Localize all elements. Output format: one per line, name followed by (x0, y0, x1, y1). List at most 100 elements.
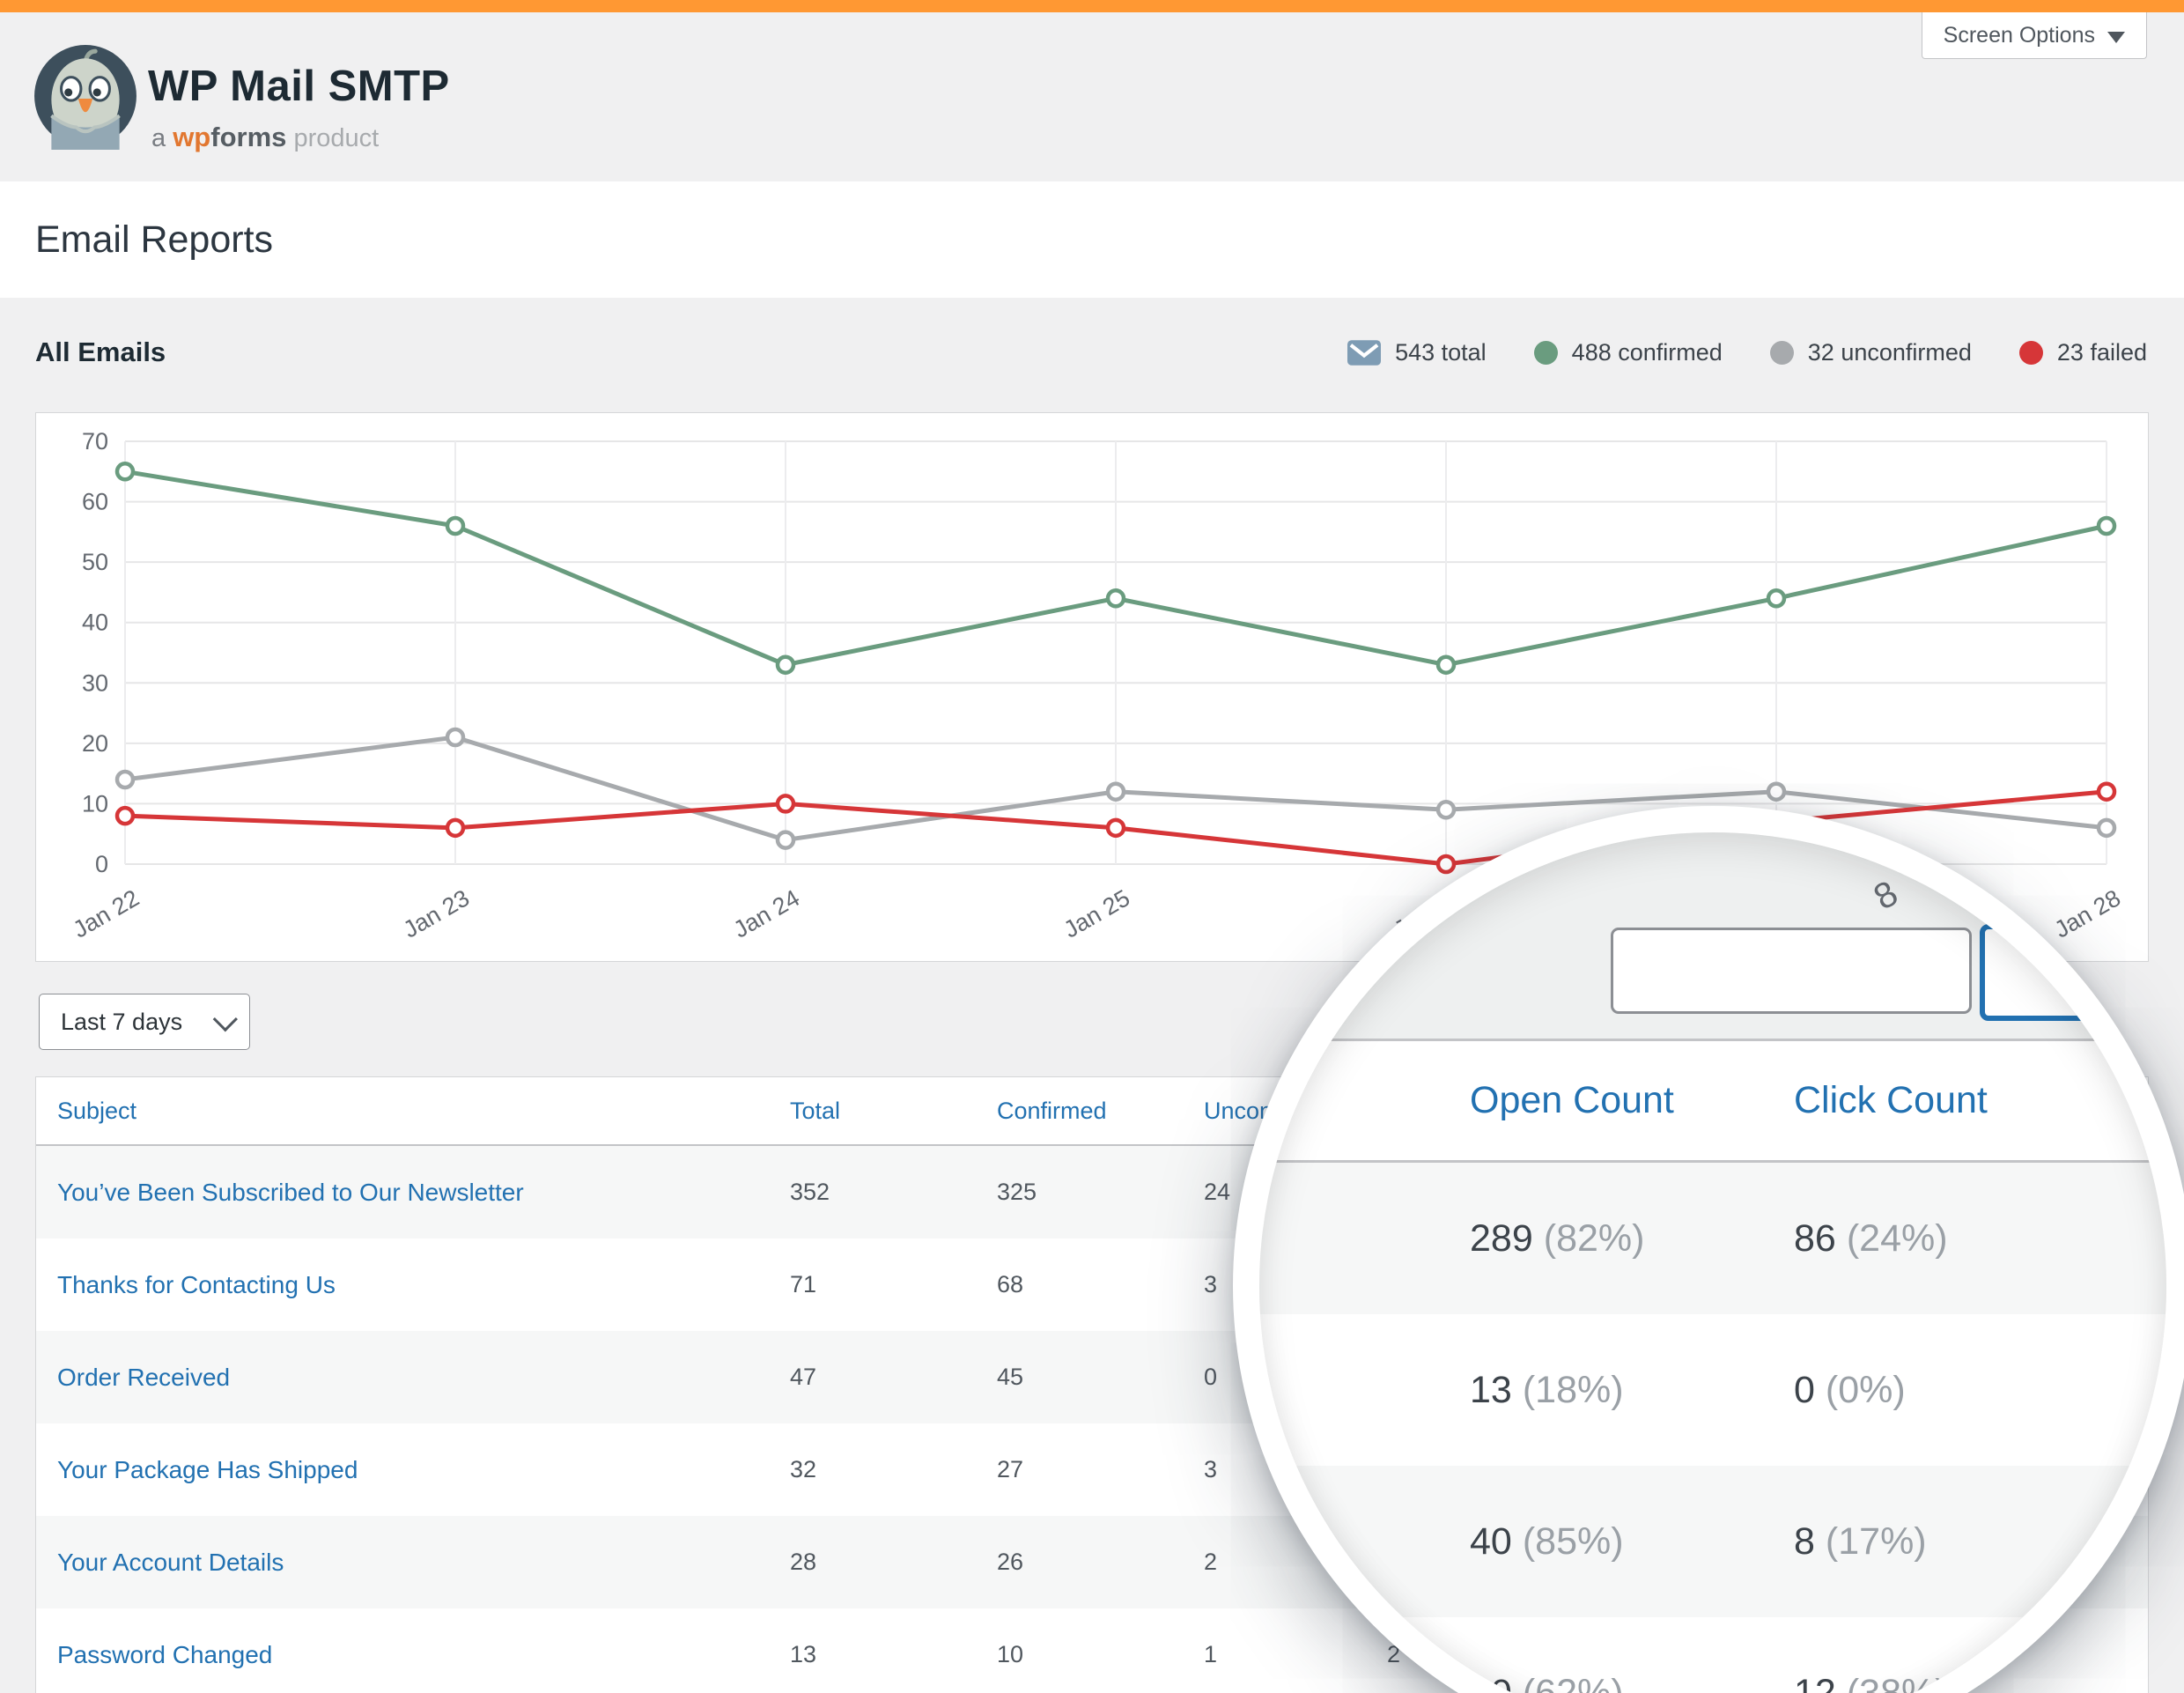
chevron-down-icon (212, 1007, 238, 1032)
click-count-value: 0 (1794, 1369, 1815, 1411)
magnified-axis-label-fragment: 8 (1866, 872, 1905, 918)
date-range-value: Last 7 days (61, 1008, 183, 1035)
tagline-forms: forms (210, 122, 287, 152)
magnified-table-row: 13 (18%) 0 (0%) (1259, 1314, 2166, 1466)
page-title-band: Email Reports (0, 181, 2184, 298)
unconfirmed-value: 24 (1204, 1179, 1231, 1205)
envelope-icon (1347, 339, 1382, 366)
tagline-wp: wp (173, 122, 211, 152)
confirmed-value: 27 (997, 1456, 1024, 1482)
open-count-value: 20 (1470, 1672, 1512, 1693)
open-count-value: 40 (1470, 1520, 1512, 1563)
date-range-select[interactable]: Last 7 days (39, 994, 250, 1050)
confirmed-value: 325 (997, 1179, 1037, 1205)
svg-text:60: 60 (82, 489, 108, 515)
legend-item-unconfirmed: 32 unconfirmed (1769, 338, 1972, 366)
click-count-value: 8 (1794, 1520, 1815, 1563)
unconfirmed-dot-icon (1769, 340, 1794, 365)
table-row: Thanks for Contacting Us 71 68 3 (36, 1238, 2148, 1331)
legend-item-total: 543 total (1347, 339, 1487, 366)
confirmed-value: 45 (997, 1364, 1024, 1390)
svg-text:0: 0 (95, 851, 108, 877)
svg-text:10: 10 (82, 790, 108, 817)
wp-mail-smtp-pigeon-logo-icon (34, 45, 136, 150)
table-row: Your Package Has Shipped 32 27 3 (36, 1423, 2148, 1516)
column-header-total[interactable]: Total (790, 1097, 841, 1124)
screen-options-label: Screen Options (1943, 22, 2095, 48)
unconfirmed-value: 2 (1204, 1549, 1218, 1575)
unconfirmed-value: 3 (1204, 1456, 1218, 1482)
magnifier-overlay: 8 Open Count Click Count 289 (82%) 86 (24%… (1233, 806, 2184, 1693)
subject-link[interactable]: Order Received (57, 1363, 231, 1391)
magnified-table-area: Open Count Click Count 289 (82%) 86 (24%) … (1259, 1039, 2166, 1693)
confirmed-dot-icon (1533, 340, 1558, 365)
svg-text:50: 50 (82, 549, 108, 575)
section-title: All Emails (35, 336, 166, 367)
open-count-pct: (85%) (1522, 1520, 1624, 1563)
svg-text:30: 30 (82, 669, 108, 696)
magnified-table-header: Open Count Click Count (1259, 1041, 2166, 1163)
click-count-pct: (38%) (1846, 1672, 1948, 1693)
brand-tagline: a wpforms product (151, 122, 379, 153)
all-emails-header-row: All Emails 543 total 488 confirmed 32 un… (35, 336, 2147, 368)
total-value: 28 (790, 1549, 817, 1575)
legend-label-failed: 23 failed (2056, 338, 2147, 366)
open-count-value: 13 (1470, 1369, 1512, 1411)
legend-label-unconfirmed: 32 unconfirmed (1807, 338, 1972, 366)
legend-item-confirmed: 488 confirmed (1533, 338, 1723, 366)
subject-link[interactable]: Thanks for Contacting Us (57, 1270, 336, 1298)
total-value: 13 (790, 1641, 817, 1667)
caret-down-icon (2107, 31, 2125, 43)
admin-header: WP Mail SMTP a wpforms product (0, 12, 2184, 181)
svg-text:Jan 25: Jan 25 (1059, 884, 1134, 943)
subject-link[interactable]: Your Package Has Shipped (57, 1455, 358, 1483)
subject-link[interactable]: Your Account Details (57, 1548, 284, 1576)
legend-label-total: 543 total (1395, 338, 1487, 366)
magnified-table-row: 20 (62%) 12 (38%) (1259, 1617, 2166, 1693)
legend-item-failed: 23 failed (2018, 338, 2147, 366)
open-count-pct: (82%) (1543, 1217, 1645, 1260)
click-count-pct: (17%) (1825, 1520, 1927, 1563)
top-accent-bar (0, 0, 2184, 12)
magnified-table-row: 289 (82%) 86 (24%) (1259, 1163, 2166, 1314)
unconfirmed-value: 1 (1204, 1641, 1218, 1667)
svg-text:Jan 23: Jan 23 (399, 884, 474, 943)
svg-text:Jan 22: Jan 22 (69, 884, 144, 943)
svg-text:Jan 24: Jan 24 (729, 884, 804, 943)
subject-link[interactable]: You’ve Been Subscribed to Our Newsletter (57, 1178, 524, 1206)
svg-text:20: 20 (82, 730, 108, 757)
svg-text:40: 40 (82, 610, 108, 636)
column-header-confirmed[interactable]: Confirmed (997, 1097, 1107, 1124)
column-header-subject[interactable]: Subject (57, 1097, 137, 1124)
column-header-open-count[interactable]: Open Count (1470, 1079, 1674, 1121)
tagline-prefix: a (151, 124, 173, 152)
open-count-pct: (18%) (1522, 1369, 1624, 1411)
click-count-pct: (24%) (1846, 1217, 1948, 1260)
screen-options-button[interactable]: Screen Options (1921, 12, 2147, 59)
total-value: 352 (790, 1179, 830, 1205)
chart-legend: 543 total 488 confirmed 32 unconfirmed 2… (1323, 339, 2147, 366)
failed-dot-icon (2018, 340, 2043, 365)
open-count-pct: (62%) (1522, 1672, 1624, 1693)
confirmed-value: 26 (997, 1549, 1024, 1575)
tagline-product: product (286, 124, 380, 152)
legend-label-confirmed: 488 confirmed (1571, 338, 1723, 366)
svg-text:70: 70 (82, 428, 108, 455)
unconfirmed-value: 0 (1204, 1364, 1218, 1390)
search-input[interactable] (1611, 928, 1972, 1014)
confirmed-value: 10 (997, 1641, 1024, 1667)
magnifier-content: 8 Open Count Click Count 289 (82%) 86 (24%… (1259, 832, 2166, 1693)
click-count-pct: (0%) (1825, 1369, 1906, 1411)
click-count-value: 12 (1794, 1672, 1836, 1693)
subject-link[interactable]: Password Changed (57, 1640, 273, 1668)
page-title: Email Reports (35, 218, 274, 261)
column-header-click-count[interactable]: Click Count (1794, 1079, 1988, 1121)
confirmed-value: 68 (997, 1271, 1024, 1297)
total-value: 47 (790, 1364, 817, 1390)
total-value: 71 (790, 1271, 817, 1297)
brand-title: WP Mail SMTP (148, 63, 450, 110)
search-button-fragment[interactable] (1980, 924, 2149, 1021)
click-count-value: 86 (1794, 1217, 1836, 1260)
unconfirmed-value: 3 (1204, 1271, 1218, 1297)
